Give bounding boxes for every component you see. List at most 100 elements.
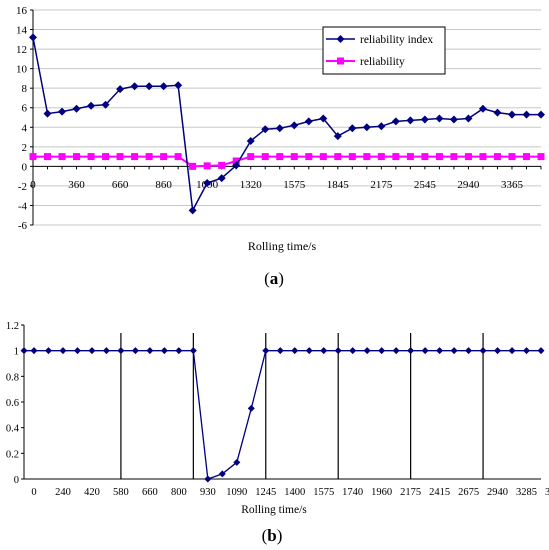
y-tick-label: -4 bbox=[18, 200, 28, 212]
data-point-b bbox=[465, 347, 473, 355]
data-point-reliability bbox=[218, 161, 226, 169]
x-tick-label: 930 bbox=[200, 487, 216, 498]
data-point-b bbox=[523, 347, 531, 355]
data-point-reliability bbox=[276, 153, 284, 161]
data-point-b bbox=[102, 347, 110, 355]
y-tick-label: 12 bbox=[16, 44, 27, 56]
data-point-reliability bbox=[464, 153, 472, 161]
y-tick-label: 4 bbox=[22, 122, 28, 134]
data-point-reliability-index bbox=[159, 82, 168, 91]
data-point-b bbox=[537, 347, 545, 355]
data-point-b bbox=[131, 347, 139, 355]
data-point-b bbox=[407, 347, 415, 355]
data-point-reliability bbox=[174, 153, 182, 161]
data-point-reliability bbox=[522, 153, 530, 161]
data-point-b bbox=[160, 347, 168, 355]
data-point-reliability-index bbox=[537, 110, 545, 119]
data-point-reliability-index bbox=[116, 85, 125, 94]
x-tick-label: 2940 bbox=[457, 179, 480, 191]
y-tick-label: -6 bbox=[18, 220, 28, 232]
data-point-reliability bbox=[348, 153, 356, 161]
y-tick-label: 10 bbox=[16, 64, 28, 76]
x-tick-label: 2415 bbox=[429, 487, 450, 498]
data-point-reliability-index bbox=[507, 110, 516, 119]
data-point-b bbox=[20, 347, 28, 355]
x-tick-label: 660 bbox=[112, 179, 129, 191]
x-tick-label: 3640 bbox=[545, 487, 549, 498]
data-point-reliability bbox=[319, 153, 327, 161]
y-tick-label: 1 bbox=[14, 347, 19, 358]
data-point-reliability-index bbox=[362, 123, 371, 132]
data-point-reliability-index bbox=[203, 178, 212, 187]
data-point-reliability bbox=[334, 153, 342, 161]
data-point-b bbox=[276, 347, 284, 355]
x-tick-label: 580 bbox=[113, 487, 129, 498]
data-point-b bbox=[378, 347, 386, 355]
data-point-reliability bbox=[479, 153, 487, 161]
x-tick-label: 3365 bbox=[501, 179, 524, 191]
data-point-reliability-index bbox=[87, 101, 96, 110]
data-point-reliability-index bbox=[58, 107, 67, 116]
x-axis-label-b: Rolling time/s bbox=[241, 504, 307, 516]
data-point-reliability-index bbox=[145, 82, 154, 91]
data-point-b bbox=[44, 347, 52, 355]
data-point-b bbox=[320, 347, 328, 355]
data-point-b bbox=[421, 347, 429, 355]
x-tick-label: 0 bbox=[31, 487, 36, 498]
data-point-b bbox=[305, 347, 313, 355]
y-tick-label: 2 bbox=[22, 142, 28, 154]
data-point-b bbox=[494, 347, 502, 355]
x-tick-label: 2940 bbox=[487, 487, 508, 498]
data-point-reliability-index bbox=[391, 117, 400, 126]
data-point-b bbox=[30, 347, 38, 355]
data-point-reliability bbox=[232, 157, 240, 165]
data-point-reliability bbox=[44, 153, 52, 161]
x-tick-label: 860 bbox=[155, 179, 172, 191]
data-point-reliability-index bbox=[333, 132, 342, 141]
y-tick-label: 0.2 bbox=[6, 449, 19, 460]
x-tick-label: 1575 bbox=[283, 179, 306, 191]
data-point-b bbox=[291, 347, 299, 355]
data-point-reliability bbox=[203, 162, 211, 170]
data-point-reliability-index bbox=[464, 114, 473, 123]
data-point-reliability-index bbox=[174, 81, 183, 90]
data-point-b bbox=[189, 347, 197, 355]
x-tick-label: 3285 bbox=[516, 487, 537, 498]
data-point-reliability-index bbox=[188, 206, 197, 215]
data-point-reliability bbox=[450, 153, 458, 161]
data-point-reliability bbox=[493, 153, 501, 161]
x-tick-label: 2545 bbox=[414, 179, 437, 191]
x-tick-label: 1845 bbox=[327, 179, 350, 191]
data-point-reliability-index bbox=[72, 104, 81, 113]
data-point-reliability bbox=[421, 153, 429, 161]
x-tick-label: 2175 bbox=[400, 487, 421, 498]
data-point-reliability bbox=[87, 153, 95, 161]
y-tick-label: 16 bbox=[16, 5, 28, 17]
x-tick-label: 1320 bbox=[240, 179, 263, 191]
data-point-reliability bbox=[247, 153, 255, 161]
data-point-b bbox=[146, 347, 154, 355]
data-point-reliability-index bbox=[493, 108, 502, 117]
data-point-reliability bbox=[363, 153, 371, 161]
y-tick-label: 0 bbox=[14, 475, 19, 486]
data-point-reliability-index bbox=[435, 114, 444, 123]
data-point-reliability bbox=[145, 153, 153, 161]
data-point-reliability-index bbox=[130, 82, 139, 91]
data-point-reliability-index bbox=[275, 124, 284, 133]
data-point-reliability-index bbox=[232, 161, 241, 170]
data-point-reliability-index bbox=[522, 110, 531, 119]
x-tick-label: 660 bbox=[142, 487, 158, 498]
y-tick-label: 6 bbox=[22, 103, 28, 115]
series-line-b bbox=[24, 350, 541, 480]
x-tick-label: 2675 bbox=[458, 487, 479, 498]
x-tick-label: 1575 bbox=[313, 487, 334, 498]
y-tick-label: 0.8 bbox=[6, 372, 19, 383]
data-point-reliability bbox=[131, 153, 139, 161]
data-point-b bbox=[262, 347, 270, 355]
panel-label-b: (b) bbox=[262, 526, 283, 545]
data-point-reliability-index bbox=[217, 174, 226, 183]
data-point-b bbox=[392, 347, 400, 355]
data-point-reliability bbox=[102, 153, 110, 161]
x-tick-label: 1740 bbox=[342, 487, 363, 498]
